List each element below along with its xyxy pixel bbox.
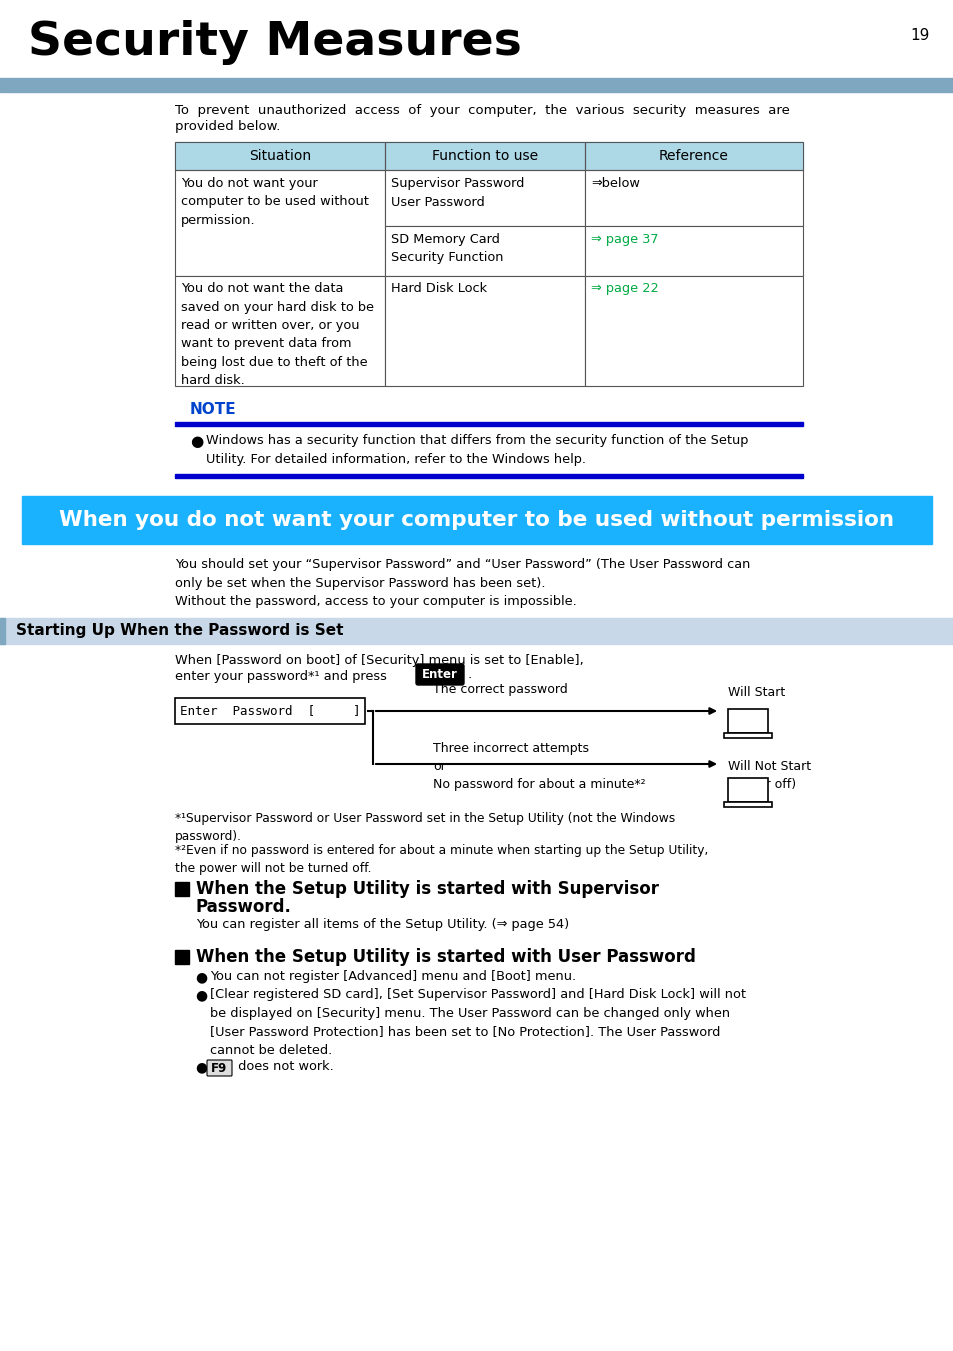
Text: You can register all items of the Setup Utility. (⇒ page 54): You can register all items of the Setup … [195, 917, 569, 931]
Bar [385, 276, 584, 386]
Bar [727, 709, 767, 734]
Text: Enter: Enter [421, 667, 457, 681]
Text: Situation: Situation [249, 149, 311, 163]
Bar [0, 617, 953, 644]
Text: ⇒ page 37: ⇒ page 37 [590, 232, 658, 246]
Bar [584, 170, 802, 226]
Text: When the Setup Utility is started with User Password: When the Setup Utility is started with U… [195, 948, 695, 966]
Text: The correct password: The correct password [433, 684, 567, 696]
Bar [174, 698, 365, 724]
Text: enter your password*¹ and press: enter your password*¹ and press [174, 670, 387, 684]
Text: .: . [463, 667, 472, 681]
Bar [0, 78, 953, 92]
Bar [174, 950, 189, 965]
Text: *²Even if no password is entered for about a minute when starting up the Setup U: *²Even if no password is entered for abo… [174, 844, 708, 875]
Text: ●: ● [190, 434, 203, 449]
Bar [174, 276, 385, 386]
Text: Reference: Reference [659, 149, 728, 163]
Text: 19: 19 [910, 28, 929, 43]
Text: You should set your “Supervisor Password” and “User Password” (The User Password: You should set your “Supervisor Password… [174, 558, 750, 608]
Bar [174, 170, 385, 276]
Bar [723, 734, 771, 738]
Text: Three incorrect attempts
or
No password for about a minute*²: Three incorrect attempts or No password … [433, 742, 645, 790]
Bar [584, 142, 802, 170]
Bar [22, 496, 931, 544]
Text: When [Password on boot] of [Security] menu is set to [Enable],: When [Password on boot] of [Security] me… [174, 654, 583, 667]
Text: Hard Disk Lock: Hard Disk Lock [391, 282, 487, 295]
Text: SD Memory Card
Security Function: SD Memory Card Security Function [391, 232, 503, 265]
Text: *¹Supervisor Password or User Password set in the Setup Utility (not the Windows: *¹Supervisor Password or User Password s… [174, 812, 675, 843]
Text: ⇒ page 22: ⇒ page 22 [590, 282, 659, 295]
Bar [385, 226, 584, 276]
Text: Starting Up When the Password is Set: Starting Up When the Password is Set [16, 624, 343, 639]
Text: ●: ● [194, 988, 207, 1002]
Text: Security Measures: Security Measures [28, 20, 521, 65]
Text: NOTE: NOTE [190, 403, 236, 417]
Text: Will Not Start
(Power off): Will Not Start (Power off) [727, 761, 810, 790]
Bar [174, 142, 385, 170]
Bar [0, 617, 5, 644]
Text: When the Setup Utility is started with Supervisor: When the Setup Utility is started with S… [195, 880, 659, 898]
Text: ⇒below: ⇒below [590, 177, 639, 190]
Bar [174, 474, 802, 478]
Text: You do not want the data
saved on your hard disk to be
read or written over, or : You do not want the data saved on your h… [181, 282, 374, 388]
Bar [584, 276, 802, 386]
Text: Will Start: Will Start [727, 686, 784, 698]
Text: [Clear registered SD card], [Set Supervisor Password] and [Hard Disk Lock] will : [Clear registered SD card], [Set Supervi… [210, 988, 745, 1056]
Text: When you do not want your computer to be used without permission: When you do not want your computer to be… [59, 509, 894, 530]
Bar [174, 142, 802, 170]
Text: To  prevent  unauthorized  access  of  your  computer,  the  various  security  : To prevent unauthorized access of your c… [174, 104, 789, 118]
Text: Supervisor Password
User Password: Supervisor Password User Password [391, 177, 524, 208]
Bar [584, 226, 802, 276]
Text: ●: ● [194, 1061, 207, 1074]
FancyBboxPatch shape [416, 663, 463, 685]
Bar [385, 142, 584, 170]
Text: F9: F9 [212, 1062, 228, 1074]
Text: You do not want your
computer to be used without
permission.: You do not want your computer to be used… [181, 177, 369, 227]
Bar [727, 778, 767, 802]
Text: Function to use: Function to use [432, 149, 537, 163]
Text: You can not register [Advanced] menu and [Boot] menu.: You can not register [Advanced] menu and… [210, 970, 576, 984]
FancyBboxPatch shape [207, 1061, 232, 1075]
Text: ●: ● [194, 970, 207, 984]
Bar [385, 170, 584, 226]
Text: Password.: Password. [195, 898, 292, 916]
Text: Enter  Password  [: Enter Password [ [180, 704, 314, 717]
Text: ]: ] [352, 704, 359, 717]
Bar [174, 422, 802, 426]
Text: does not work.: does not work. [233, 1061, 334, 1073]
Text: Windows has a security function that differs from the security function of the S: Windows has a security function that dif… [206, 434, 747, 466]
Bar [723, 802, 771, 807]
Text: provided below.: provided below. [174, 120, 280, 132]
Bar [174, 882, 189, 896]
